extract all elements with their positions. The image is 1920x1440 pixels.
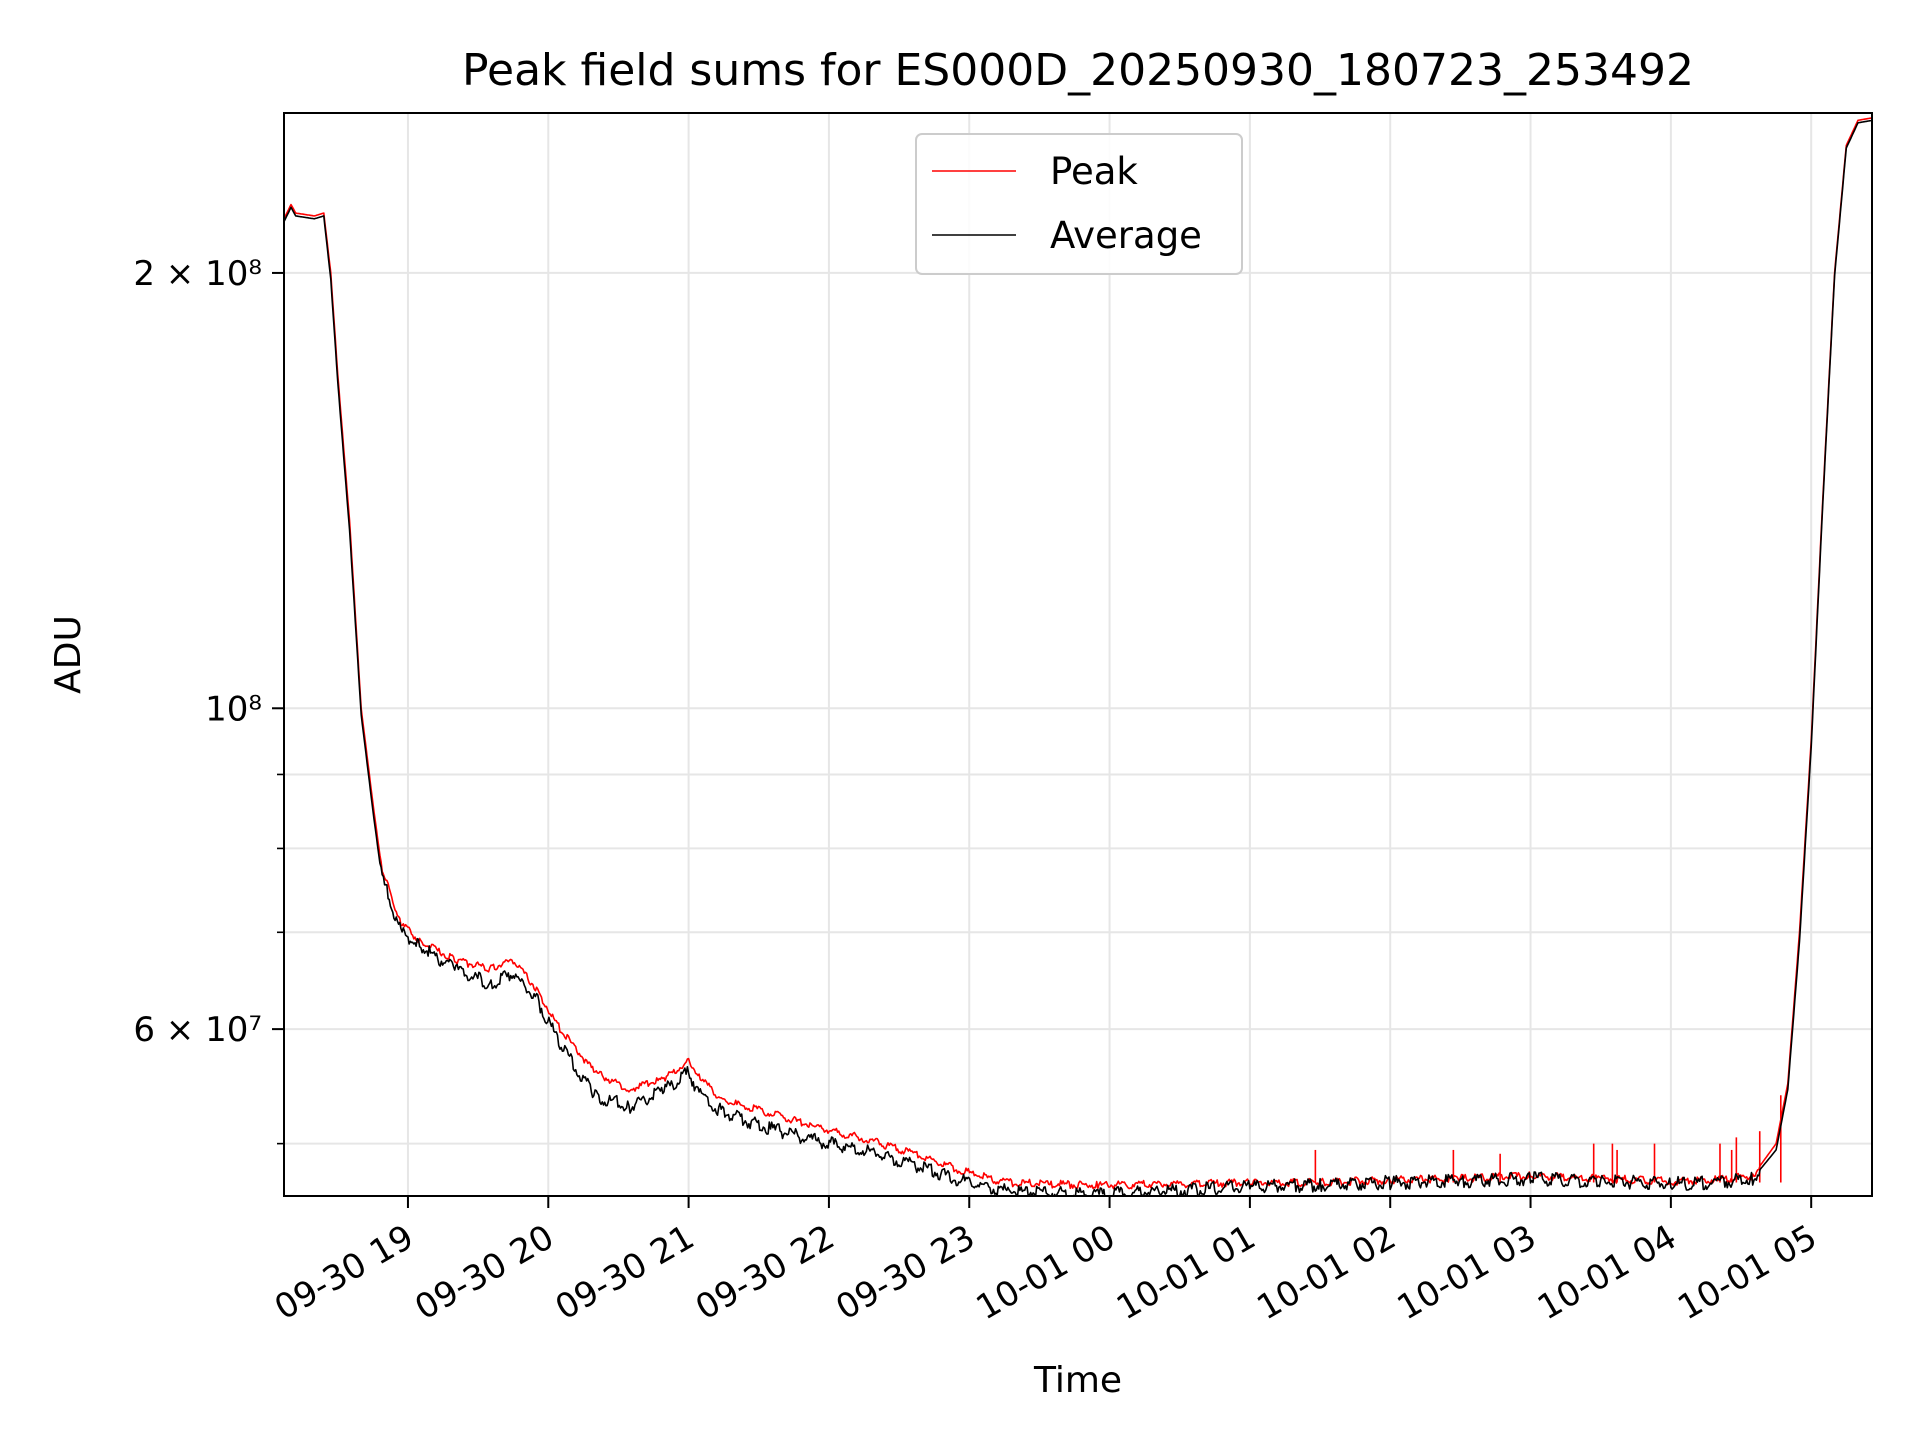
x-axis-title: Time bbox=[1033, 1360, 1122, 1401]
plot-frame bbox=[283, 112, 1873, 1197]
legend-label-peak: Peak bbox=[1050, 150, 1138, 193]
y-axis-title: ADU bbox=[48, 615, 89, 694]
y-tick-label: 2 × 10⁸ bbox=[133, 254, 262, 294]
legend-label-average: Average bbox=[1050, 214, 1202, 257]
legend: Peak Average bbox=[915, 133, 1243, 275]
legend-box bbox=[915, 133, 1243, 275]
series-line-average bbox=[284, 119, 1872, 1196]
series-group bbox=[284, 117, 1872, 1196]
chart-title: Peak field sums for ES000D_20250930_1807… bbox=[462, 45, 1694, 96]
y-tick-label: 10⁸ bbox=[205, 689, 262, 729]
y-tick-label: 6 × 10⁷ bbox=[133, 1010, 262, 1050]
plot-area bbox=[284, 117, 1872, 1196]
